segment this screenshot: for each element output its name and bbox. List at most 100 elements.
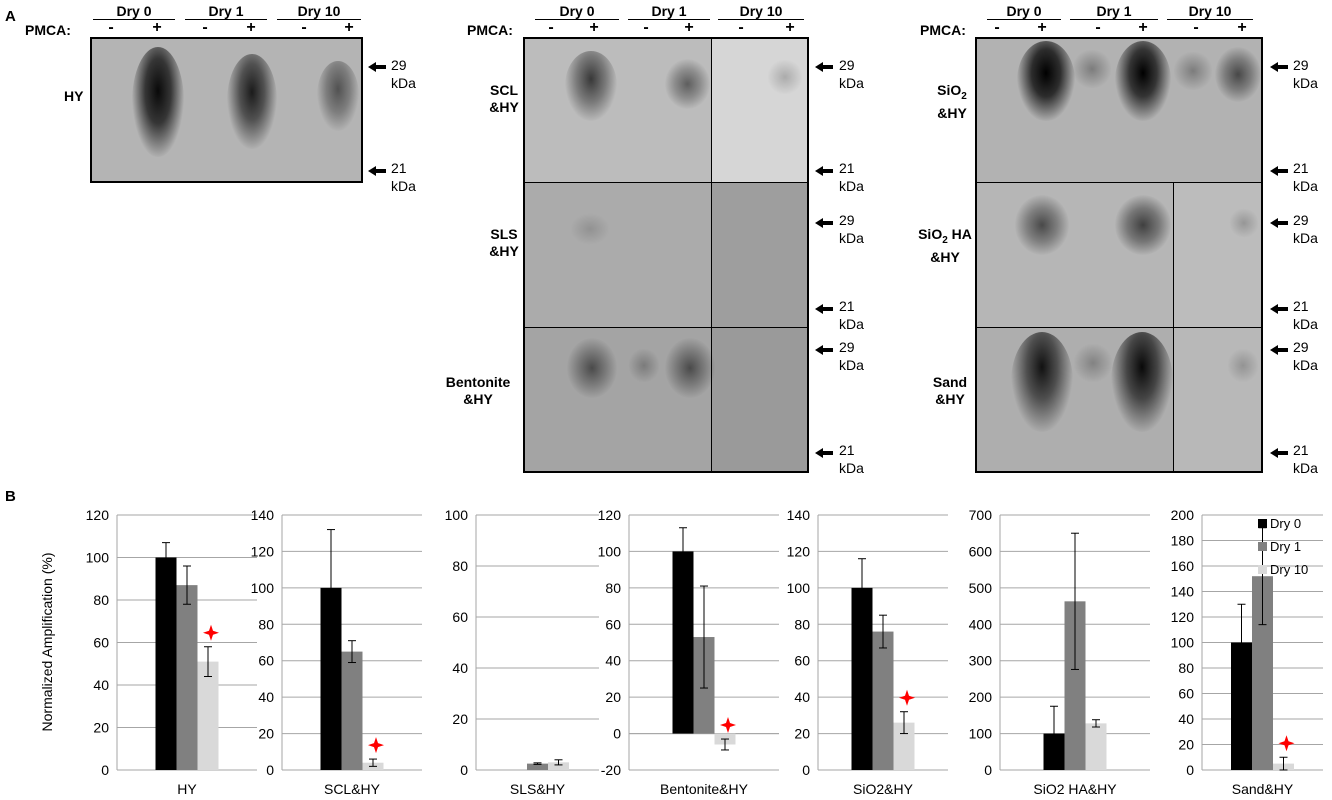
kda-marker-21: 21 kDa [1293, 442, 1318, 476]
bar-dry1 [527, 763, 548, 770]
bar-dry1 [176, 585, 198, 770]
legend-label: Dry 10 [1270, 562, 1308, 577]
pmca-plus: + [1237, 19, 1247, 36]
y-tick-label: 120 [251, 543, 275, 559]
pmca-plus: + [1138, 19, 1148, 36]
blot-minerals [975, 37, 1263, 473]
y-tick-label: 600 [969, 543, 993, 559]
kda-marker-21: 21 kDa [1293, 160, 1318, 194]
arrow-icon [815, 166, 833, 176]
blot-section-sio2-ha [977, 183, 1261, 328]
x-axis-label: SLS&HY [510, 781, 566, 797]
kda-marker-21: 21 kDa [839, 298, 864, 332]
pmca-minus: - [108, 19, 114, 36]
y-tick-label: 80 [258, 616, 274, 632]
blot-band [132, 47, 184, 157]
header-underline [93, 19, 175, 20]
pmca-minus: - [1095, 19, 1101, 36]
y-tick-label: 20 [452, 711, 468, 727]
bar-dry0 [672, 551, 694, 734]
y-tick-label: 0 [613, 726, 621, 742]
blot-section-sio2 [977, 39, 1261, 183]
arrow-icon [1270, 345, 1288, 355]
dry1-header: Dry 1 [208, 3, 244, 19]
y-tick-label: 500 [969, 580, 993, 596]
dry10-header: Dry 10 [739, 3, 783, 19]
y-tick-label: 40 [452, 660, 468, 676]
kda-marker-29: 29 kDa [1293, 212, 1318, 246]
header-underline [1167, 19, 1253, 20]
y-tick-label: 100 [251, 580, 275, 596]
pmca-plus: + [344, 19, 354, 36]
legend-label: Dry 0 [1270, 516, 1301, 531]
y-tick-label: 100 [86, 550, 110, 566]
y-tick-label: 200 [969, 689, 993, 705]
arrow-icon [368, 62, 386, 72]
blot-section-sand [977, 328, 1261, 471]
y-tick-label: 120 [1171, 609, 1195, 625]
blot-hy [90, 37, 363, 183]
x-axis-label: SCL&HY [324, 781, 381, 797]
arrow-icon [815, 448, 833, 458]
x-axis-label: SiO2 HA&HY [1033, 781, 1117, 797]
pmca-minus: - [202, 19, 208, 36]
legend-swatch [1258, 519, 1267, 528]
y-tick-label: 60 [93, 635, 109, 651]
significance-star-icon [720, 717, 736, 734]
y-tick-label: 700 [969, 507, 993, 523]
bar-dry0 [155, 557, 177, 770]
dry0-header: Dry 0 [116, 3, 152, 19]
arrow-icon [1270, 448, 1288, 458]
bar-dry10 [893, 722, 915, 770]
kda-marker-29: 29 kDa [839, 57, 864, 91]
pmca-plus: + [152, 19, 162, 36]
legend-label: Dry 1 [1270, 539, 1301, 554]
dry0-header: Dry 0 [1006, 3, 1042, 19]
y-tick-label: 100 [445, 507, 469, 523]
y-tick-label: 40 [605, 653, 621, 669]
y-tick-label: 80 [93, 592, 109, 608]
dry0-header: Dry 0 [559, 3, 595, 19]
y-tick-label: 0 [266, 762, 274, 778]
y-tick-label: 300 [969, 653, 993, 669]
y-tick-label: 0 [101, 762, 109, 778]
arrow-icon [1270, 304, 1288, 314]
pmca-plus: + [246, 19, 256, 36]
header-underline [185, 19, 267, 20]
pmca-label: PMCA: [467, 22, 513, 38]
y-tick-label: 20 [1178, 737, 1194, 753]
blot-label: HY [64, 88, 84, 104]
significance-star-icon [203, 624, 219, 641]
dry10-header: Dry 10 [297, 3, 341, 19]
kda-marker-21: 21 kDa [391, 160, 416, 194]
pmca-minus: - [301, 19, 307, 36]
significance-star-icon [368, 737, 384, 754]
y-tick-label: 100 [1171, 635, 1195, 651]
pmca-label: PMCA: [25, 22, 71, 38]
bar-dry1 [1252, 576, 1273, 770]
arrow-icon [815, 345, 833, 355]
header-underline [987, 19, 1061, 20]
header-underline [277, 19, 361, 20]
y-tick-label: 40 [1178, 711, 1194, 727]
significance-star-icon [899, 689, 915, 706]
y-tick-label: 60 [794, 653, 810, 669]
y-tick-label: -20 [601, 762, 621, 778]
blot-section-scl [525, 39, 807, 183]
bar-dry10 [548, 762, 569, 770]
y-tick-label: 120 [787, 543, 811, 559]
y-tick-label: 140 [787, 507, 811, 523]
kda-marker-21: 21 kDa [1293, 298, 1318, 332]
bar-charts: 0 20 40 60 80 100 120 HY 0 20 40 60 80 100 120 140 SCL&H… [86, 507, 1323, 797]
bar-dry0 [851, 587, 873, 770]
x-axis-label: SiO2&HY [853, 781, 914, 797]
bar-dry1 [872, 631, 894, 770]
panel-b-label: B [5, 488, 16, 505]
blot-label-sls: SLS &HY [489, 226, 519, 259]
legend-swatch [1258, 565, 1267, 574]
kda-marker-29: 29 kDa [839, 212, 864, 246]
y-tick-label: 0 [802, 762, 810, 778]
kda-marker-29: 29 kDa [839, 339, 864, 373]
y-tick-label: 20 [93, 720, 109, 736]
blot-label-sand: Sand &HY [932, 374, 968, 407]
